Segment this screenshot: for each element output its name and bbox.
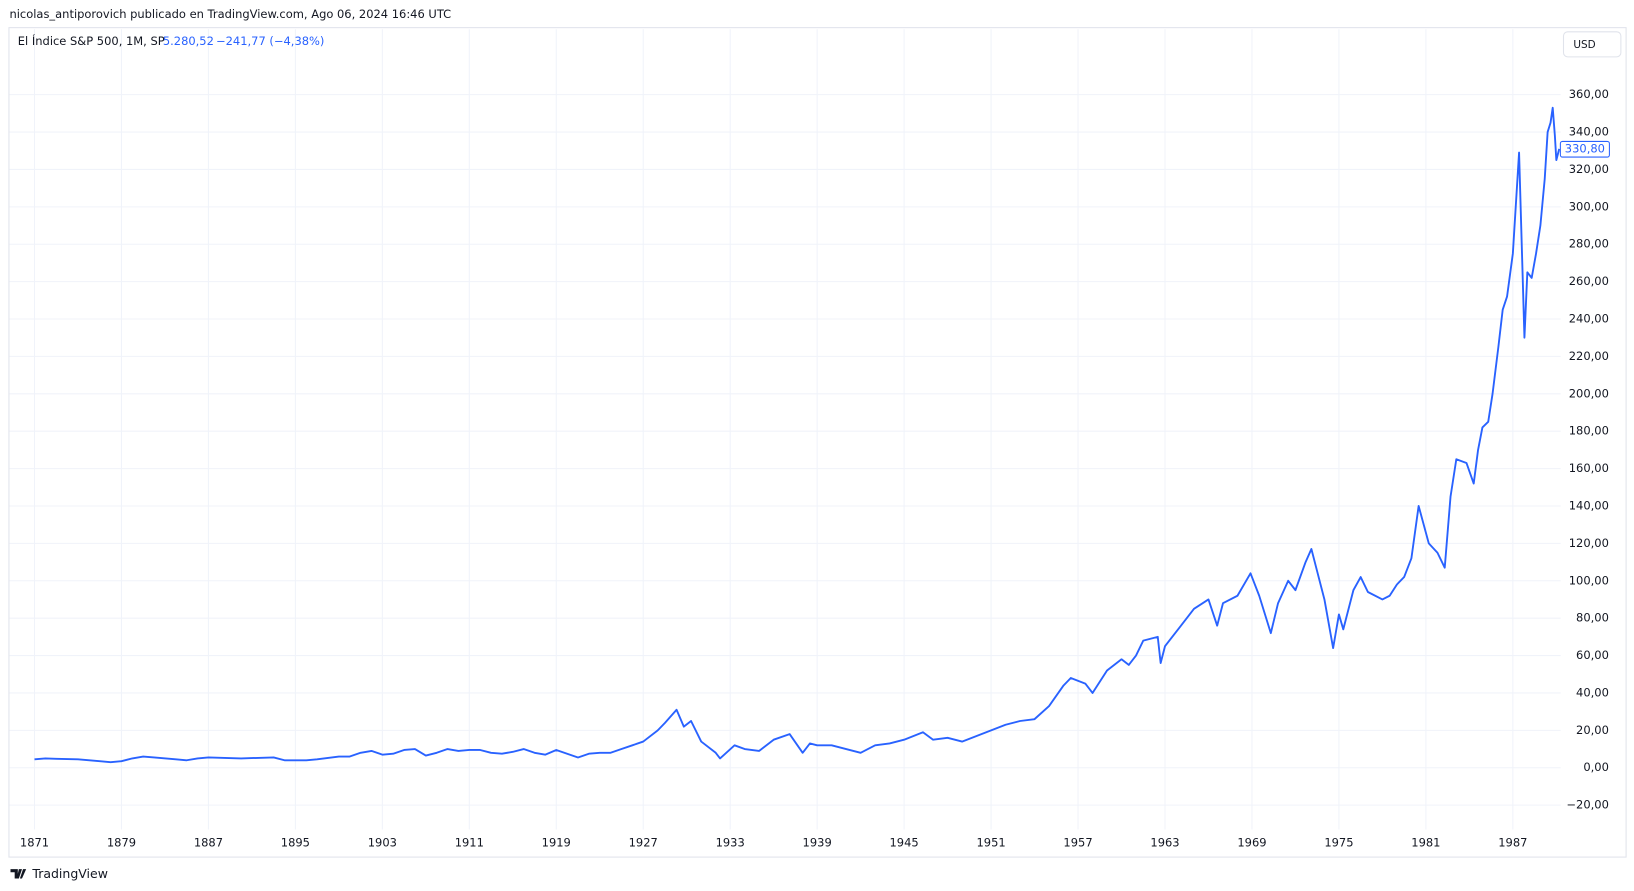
- y-tick-label: 260,00: [1569, 274, 1609, 288]
- last-price-box: [1559, 140, 1610, 158]
- y-tick-label: 20,00: [1576, 723, 1609, 737]
- y-tick-label: 320,00: [1569, 162, 1609, 176]
- x-tick-label: 1933: [716, 836, 745, 850]
- attribution: nicolas_antiporovich publicado en Tradin…: [9, 7, 451, 21]
- chart-frame: [8, 27, 1627, 858]
- x-tick-label: 1911: [455, 836, 484, 850]
- x-tick-label: 1919: [542, 836, 571, 850]
- grid: [9, 29, 1561, 830]
- x-tick-label: 1927: [629, 836, 658, 850]
- y-tick-label: 140,00: [1569, 498, 1609, 512]
- x-tick-label: 1969: [1237, 836, 1266, 850]
- legend-change: −241,77 (−4,38%): [216, 34, 324, 48]
- price-line: [34, 106, 1561, 764]
- y-tick-label: 100,00: [1569, 573, 1609, 587]
- x-tick-label: 1887: [194, 836, 223, 850]
- y-tick-label: 0,00: [1583, 760, 1609, 774]
- y-tick-label: 180,00: [1569, 424, 1609, 438]
- last-price-label: 330,80: [1565, 142, 1605, 156]
- y-tick-label: 80,00: [1576, 611, 1609, 625]
- y-tick-label: 120,00: [1569, 536, 1609, 550]
- x-tick-label: 1903: [368, 836, 397, 850]
- x-tick-label: 1963: [1150, 836, 1179, 850]
- x-tick-label: 1975: [1324, 836, 1353, 850]
- logo-icon: [10, 869, 27, 879]
- y-tick-label: 300,00: [1569, 199, 1609, 213]
- x-tick-label: 1951: [976, 836, 1005, 850]
- currency-button[interactable]: [1562, 31, 1622, 58]
- y-tick-label: 240,00: [1569, 312, 1609, 326]
- x-tick-label: 1895: [281, 836, 310, 850]
- x-tick-label: 1945: [890, 836, 919, 850]
- x-tick-label: 1957: [1063, 836, 1092, 850]
- x-tick-label: 1939: [803, 836, 832, 850]
- legend-price: 5.280,52: [163, 34, 214, 48]
- x-tick-label: 1871: [20, 836, 49, 850]
- y-tick-label: 360,00: [1569, 87, 1609, 101]
- logo: TradingView: [10, 866, 108, 881]
- y-tick-label: −20,00: [1566, 798, 1608, 812]
- y-tick-label: 340,00: [1569, 125, 1609, 139]
- y-tick-label: 40,00: [1576, 685, 1609, 699]
- y-tick-label: 200,00: [1569, 386, 1609, 400]
- x-tick-label: 1987: [1498, 836, 1527, 850]
- y-tick-label: 60,00: [1576, 648, 1609, 662]
- y-tick-label: 280,00: [1569, 237, 1609, 251]
- legend-title: El Índice S&P 500, 1M, SP: [18, 33, 165, 48]
- x-tick-label: 1879: [107, 836, 136, 850]
- currency-label[interactable]: USD: [1573, 39, 1595, 51]
- y-tick-label: 160,00: [1569, 461, 1609, 475]
- y-tick-label: 220,00: [1569, 349, 1609, 363]
- logo-text: TradingView: [31, 866, 108, 881]
- x-tick-label: 1981: [1411, 836, 1440, 850]
